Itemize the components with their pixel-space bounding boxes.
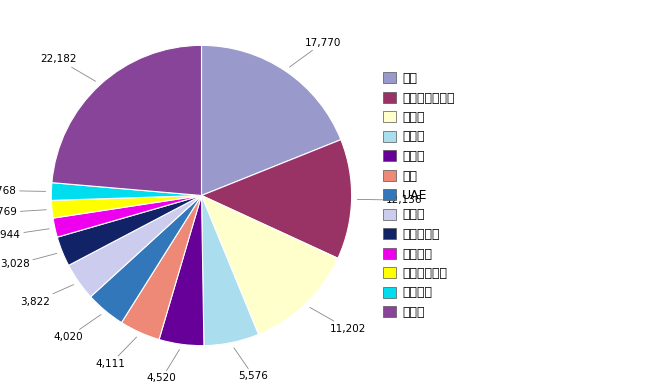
Wedge shape — [51, 196, 201, 218]
Text: 11,202: 11,202 — [310, 307, 366, 334]
Wedge shape — [202, 45, 341, 196]
Legend: 米国, サウジアラビア, ロシア, カナダ, イラク, 中国, UAE, イラン, クウェート, メキシコ, カザフスタン, カタール, その他: 米国, サウジアラビア, ロシア, カナダ, イラク, 中国, UAE, イラン… — [384, 72, 454, 319]
Text: 4,520: 4,520 — [147, 350, 179, 384]
Wedge shape — [51, 183, 201, 201]
Text: 3,822: 3,822 — [20, 285, 73, 307]
Text: 4,111: 4,111 — [96, 337, 136, 369]
Wedge shape — [69, 196, 202, 297]
Wedge shape — [202, 140, 352, 258]
Text: 3,028: 3,028 — [1, 253, 57, 269]
Wedge shape — [159, 196, 204, 346]
Text: 1,769: 1,769 — [0, 208, 46, 217]
Text: 1,944: 1,944 — [0, 229, 49, 240]
Wedge shape — [52, 45, 202, 196]
Text: 5,576: 5,576 — [234, 348, 268, 381]
Text: 17,770: 17,770 — [289, 38, 341, 67]
Text: 22,182: 22,182 — [40, 54, 96, 81]
Wedge shape — [57, 196, 202, 265]
Text: 12,136: 12,136 — [358, 195, 423, 205]
Wedge shape — [90, 196, 202, 323]
Wedge shape — [53, 196, 202, 237]
Wedge shape — [122, 196, 202, 339]
Text: 1,768: 1,768 — [0, 186, 46, 196]
Wedge shape — [202, 196, 338, 334]
Text: 4,020: 4,020 — [53, 315, 101, 342]
Wedge shape — [202, 196, 259, 346]
